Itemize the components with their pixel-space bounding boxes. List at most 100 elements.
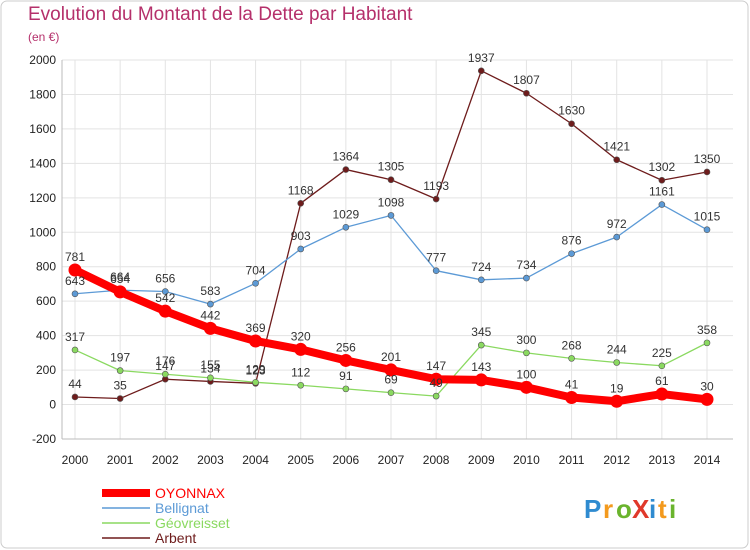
data-label: 123 [246,363,266,377]
y-tick-label: 600 [36,294,56,308]
data-label: 1937 [468,51,495,65]
data-point [339,353,353,367]
data-label: 147 [426,359,446,373]
data-label: 147 [155,359,175,373]
data-point [519,380,533,394]
data-point [158,304,172,318]
data-point [342,385,350,393]
data-label: 35 [113,379,127,393]
data-point [613,359,621,366]
data-label: 49 [429,376,443,390]
data-point [116,395,124,402]
data-point [387,212,395,219]
x-tick-label: 2008 [423,453,450,467]
data-label: 1193 [423,179,449,193]
data-label: 724 [471,260,491,274]
data-point [474,373,488,387]
axes: -200 0 200 400 600 800 1000 1200 1400 1600 1800 200… [29,53,733,467]
data-label: 143 [471,360,491,374]
data-point [658,362,666,370]
data-point [565,390,579,404]
data-label: 876 [562,234,582,248]
data-point [477,67,485,75]
logo-letter: i [649,494,656,524]
data-label: 197 [110,351,130,365]
x-tick-label: 2001 [107,453,134,467]
data-label: 345 [471,325,491,339]
data-labels: 44 35 147 134 123 1168 1364 1305 1193 1937 1807 163… [65,51,721,395]
data-label: 442 [200,308,220,322]
data-label: 320 [291,329,311,343]
data-point [432,392,440,400]
data-point [523,349,530,357]
data-label: 583 [200,284,220,298]
data-point [432,267,440,274]
data-label: 369 [246,321,266,335]
x-tick-label: 2009 [468,453,495,467]
y-tick-label: 1200 [29,191,56,205]
data-label: 155 [200,358,220,372]
data-label: 903 [291,229,311,243]
data-label: 1305 [378,160,405,174]
data-point [161,288,169,295]
chart-subtitle: (en €) [28,30,60,44]
data-label: 268 [562,338,582,352]
data-label: 201 [381,350,401,364]
data-point [71,393,79,401]
data-label: 91 [339,369,353,383]
x-tick-label: 2007 [378,453,405,467]
y-tick-label: 1800 [29,87,56,101]
data-point [68,263,82,277]
logo-letter: i [669,494,676,524]
data-label: 972 [607,217,627,231]
data-point [116,367,124,374]
data-label: 358 [697,323,717,337]
y-tick-label: 800 [36,260,56,274]
x-tick-label: 2002 [152,453,179,467]
x-tick-label: 2013 [649,453,676,467]
logo-letter: r [603,494,613,524]
data-label: 44 [68,377,82,391]
data-point [523,274,530,282]
data-label: 1029 [333,207,360,221]
data-point [249,334,263,348]
logo-letter: X [632,494,650,524]
data-label: 30 [700,379,714,393]
data-point [613,156,621,164]
x-tick-label: 2014 [694,453,721,467]
data-label: 1350 [694,152,721,166]
data-point [207,374,214,382]
data-point [387,176,395,184]
data-label: 1630 [558,104,585,118]
data-point [113,285,127,299]
chart-title: Evolution du Montant de la Dette par Hab… [28,4,413,25]
data-label: 656 [155,272,175,286]
x-tick-label: 2006 [333,453,360,467]
data-point [387,389,395,396]
data-label: 704 [246,263,266,277]
y-tick-label: 1400 [29,156,56,170]
data-point [700,392,714,406]
data-label: 1015 [694,210,721,224]
data-point [523,89,530,97]
data-label: 69 [384,373,398,387]
data-point [342,166,350,173]
data-label: 1302 [649,160,676,174]
data-label: 1161 [649,185,675,199]
data-label: 225 [652,346,672,360]
data-point [384,363,398,377]
data-point [429,372,443,386]
data-point [655,387,669,401]
data-label: 777 [426,251,446,265]
data-label: 112 [291,365,310,379]
series-layer [68,67,714,408]
logo-letter: o [616,494,632,524]
data-label: 1168 [288,183,314,197]
data-point [703,168,711,176]
data-point [613,233,621,241]
y-tick-label: 2000 [29,53,56,67]
data-point [297,200,305,207]
